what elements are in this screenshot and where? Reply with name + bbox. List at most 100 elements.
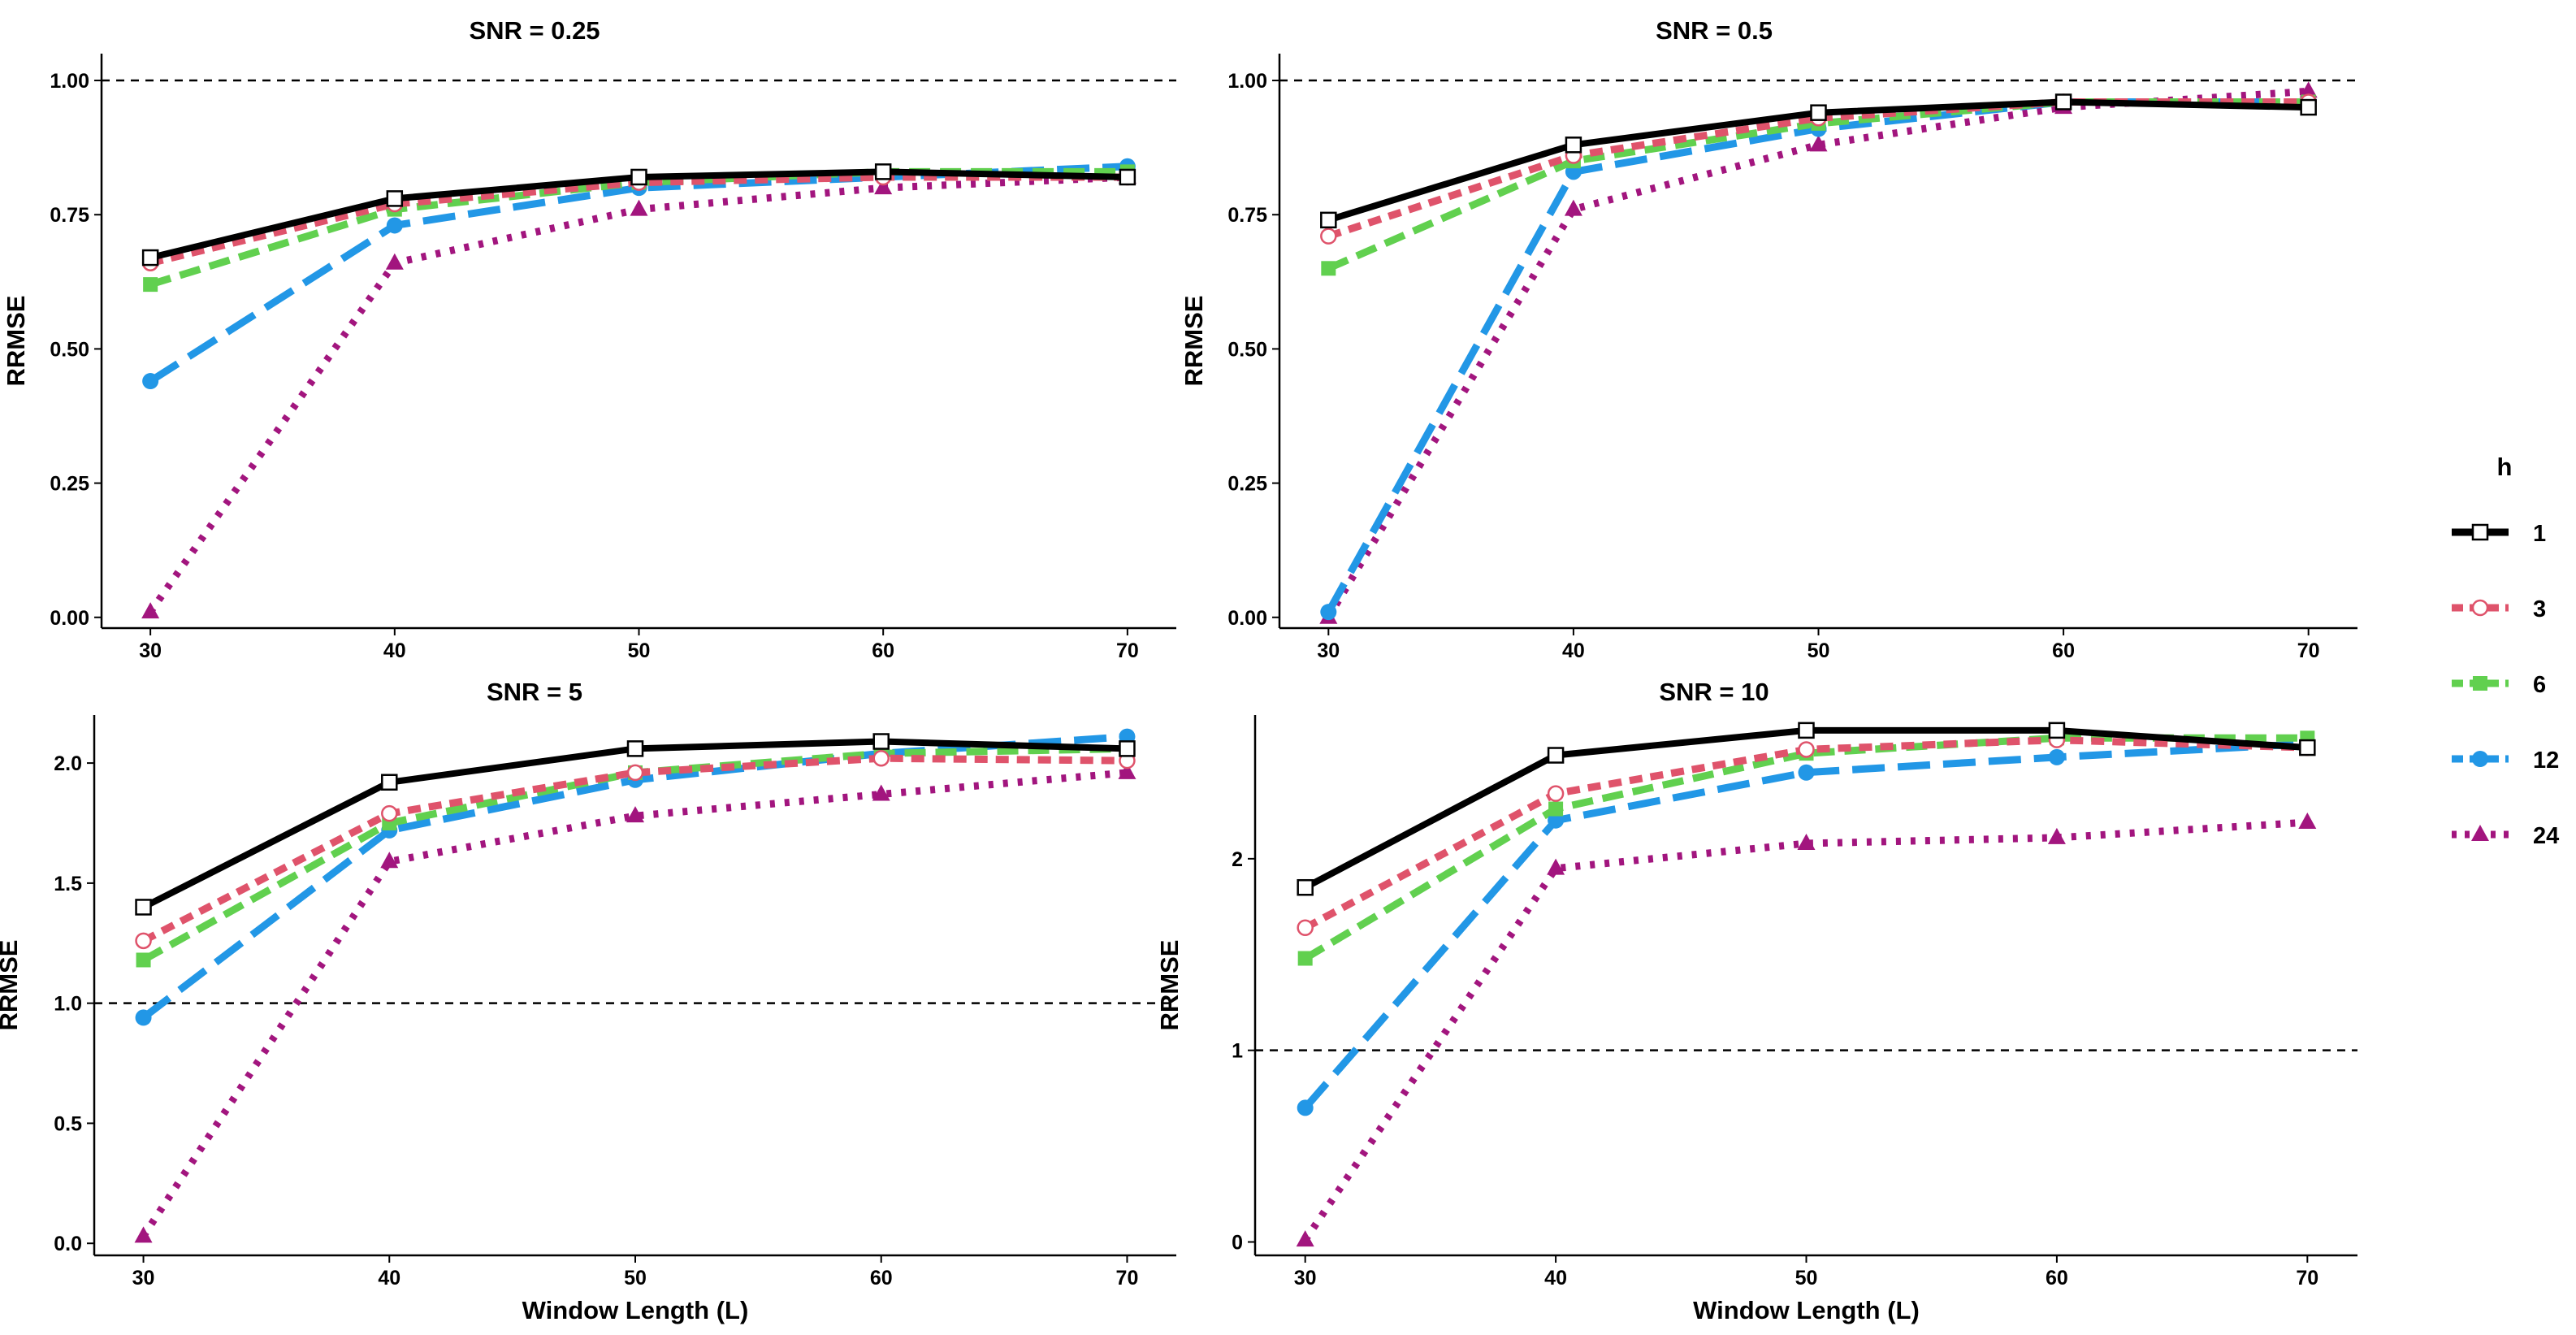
data-point-h1 [2054, 93, 2072, 111]
legend-key-marker [2471, 825, 2489, 841]
data-point-h12 [2048, 748, 2065, 765]
data-point-h1 [135, 899, 152, 916]
panel-title: SNR = 0.5 [1656, 16, 1773, 45]
data-point-h12 [1798, 764, 1815, 781]
y-axis-label: RRMSE [2, 296, 30, 387]
x-tick-label: 40 [1562, 639, 1585, 662]
x-tick-label: 70 [1116, 1267, 1139, 1289]
x-axis-label: Window Length (L) [522, 1296, 749, 1324]
data-point-h12 [386, 217, 403, 234]
legend-title: h [2497, 453, 2513, 481]
data-point-h12 [1297, 1099, 1314, 1116]
y-tick-label: 0.25 [50, 473, 89, 496]
y-tick-label: 1.00 [1227, 70, 1267, 93]
legend-label: 3 [2533, 596, 2546, 622]
data-point-h3 [626, 764, 644, 782]
data-point-h3 [381, 804, 398, 822]
data-point-h3 [1320, 228, 1337, 245]
x-tick-label: 70 [2296, 1267, 2318, 1289]
data-point-h3 [135, 932, 152, 950]
data-point-h6 [1297, 951, 1313, 966]
data-point-h1 [141, 249, 159, 267]
legend-label: 12 [2533, 748, 2559, 774]
panel-title: SNR = 5 [487, 678, 582, 706]
data-point-h3 [1297, 919, 1314, 937]
series-line-h24 [147, 173, 1128, 614]
y-tick-label: 0.00 [50, 607, 89, 630]
legend-label: 6 [2533, 672, 2546, 698]
series-line-h12 [148, 163, 1128, 384]
legend-key-marker [2473, 676, 2487, 691]
data-point-h1 [1119, 168, 1136, 186]
data-point-h1 [381, 774, 398, 791]
data-point-h24 [380, 852, 399, 869]
x-tick-label: 60 [2046, 1267, 2068, 1289]
chart-panel-2: SNR = 0.5 0.00 0.25 0.50 0.75 1.00 30 40 50 60 70 R… [1180, 16, 2357, 662]
x-tick-label: 40 [1544, 1267, 1567, 1289]
y-tick-label: 0.50 [1227, 338, 1267, 361]
y-tick-label: 0.25 [1227, 473, 1267, 496]
y-axis-label: RRMSE [1180, 296, 1208, 387]
x-tick-label: 30 [1317, 639, 1340, 662]
y-tick-label: 1.0 [54, 993, 82, 1016]
data-point-h24 [626, 806, 644, 823]
legend-label: 24 [2533, 823, 2559, 849]
x-tick-label: 50 [1795, 1267, 1818, 1289]
data-point-h24 [2298, 813, 2317, 830]
x-tick-label: 50 [624, 1267, 647, 1289]
x-axis-label: Window Length (L) [1693, 1296, 1920, 1324]
y-tick-label: 1.00 [50, 70, 89, 93]
series-line-h24 [140, 769, 1128, 1238]
legend: h 1 3 6 12 24 [2452, 453, 2559, 849]
y-tick-label: 2 [1232, 848, 1243, 871]
data-point-h1 [872, 733, 890, 750]
data-point-h24 [1809, 135, 1828, 152]
data-point-h1 [626, 740, 644, 757]
x-tick-label: 30 [1294, 1267, 1317, 1289]
legend-key-marker [2471, 599, 2489, 617]
y-tick-label: 0.5 [54, 1112, 82, 1135]
data-point-h24 [630, 199, 648, 216]
data-point-h6 [143, 277, 158, 293]
data-point-h1 [1810, 104, 1827, 121]
legend-key-marker [2472, 751, 2488, 767]
legend-key-marker [2471, 523, 2489, 541]
x-tick-label: 50 [628, 639, 651, 662]
data-point-h24 [1118, 762, 1136, 779]
x-tick-label: 70 [1116, 639, 1139, 662]
data-point-h1 [1565, 137, 1582, 154]
data-point-h3 [1547, 785, 1565, 802]
y-axis-label: RRMSE [0, 940, 23, 1031]
x-tick-label: 30 [132, 1267, 155, 1289]
chart-panel-4: SNR = 10 0 1 2 30 40 50 60 70 RRMSE Window Length … [1155, 678, 2357, 1324]
x-tick-label: 50 [1808, 639, 1830, 662]
chart-panel-1: SNR = 0.25 0.00 0.25 0.50 0.75 1.00 30 40 50 60 70… [2, 16, 1176, 662]
data-point-h24 [385, 253, 404, 270]
y-tick-label: 0.00 [1227, 607, 1267, 630]
series-line-h12 [1325, 98, 2309, 614]
data-point-h1 [2048, 722, 2066, 739]
data-point-h6 [1548, 801, 1564, 817]
data-point-h1 [1297, 878, 1314, 896]
data-point-h24 [1797, 833, 1816, 850]
data-point-h24 [2299, 81, 2318, 98]
y-tick-label: 0.0 [54, 1233, 82, 1255]
data-point-h1 [1798, 722, 1815, 739]
data-point-h1 [1320, 211, 1337, 229]
x-tick-label: 60 [872, 639, 894, 662]
x-tick-label: 60 [870, 1267, 893, 1289]
legend-label: 1 [2533, 521, 2546, 547]
data-point-h24 [2047, 827, 2066, 844]
y-tick-label: 0 [1232, 1231, 1243, 1254]
x-tick-label: 70 [2297, 639, 2320, 662]
series-line-h12 [1302, 739, 2308, 1111]
x-tick-label: 30 [139, 639, 162, 662]
data-point-h12 [142, 373, 159, 390]
data-point-h6 [136, 952, 151, 968]
data-point-h24 [874, 178, 893, 195]
data-point-h12 [1320, 604, 1337, 621]
x-tick-label: 40 [378, 1267, 400, 1289]
y-tick-label: 0.75 [1227, 204, 1267, 227]
x-tick-label: 60 [2052, 639, 2075, 662]
